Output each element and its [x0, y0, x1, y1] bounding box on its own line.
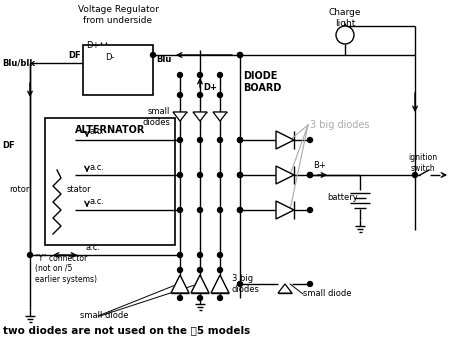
Text: B+: B+ [313, 161, 326, 169]
Polygon shape [213, 112, 227, 121]
Circle shape [238, 208, 243, 212]
Text: D-: D- [105, 54, 115, 62]
Bar [45, 118, 175, 245]
Text: small diode: small diode [80, 311, 129, 321]
Text: ignition
switch: ignition switch [409, 153, 437, 173]
Circle shape [217, 173, 222, 178]
Text: 3 big diodes: 3 big diodes [310, 120, 369, 130]
Circle shape [178, 252, 183, 257]
Text: a.c.: a.c. [85, 242, 100, 252]
Circle shape [178, 173, 183, 178]
Text: DF: DF [69, 50, 81, 59]
Circle shape [28, 252, 32, 257]
Circle shape [217, 137, 222, 143]
Circle shape [151, 53, 156, 58]
Text: DIODE
BOARD: DIODE BOARD [243, 71, 281, 93]
Text: battery: battery [327, 193, 358, 202]
Circle shape [198, 296, 202, 300]
Circle shape [308, 173, 313, 178]
Text: DF: DF [2, 140, 14, 149]
Circle shape [238, 53, 243, 58]
Text: D+: D+ [86, 41, 99, 49]
Circle shape [238, 173, 243, 178]
Circle shape [217, 252, 222, 257]
Circle shape [198, 252, 202, 257]
Circle shape [238, 208, 243, 212]
Circle shape [217, 92, 222, 98]
Circle shape [238, 53, 243, 58]
Circle shape [198, 92, 202, 98]
Circle shape [198, 73, 202, 77]
Circle shape [217, 267, 222, 272]
Text: Voltage Regulator
from underside: Voltage Regulator from underside [78, 5, 158, 25]
Text: D+: D+ [203, 83, 217, 91]
Text: a.c.: a.c. [90, 197, 105, 207]
Circle shape [198, 208, 202, 212]
Polygon shape [276, 166, 294, 184]
Circle shape [217, 73, 222, 77]
Circle shape [217, 296, 222, 300]
Circle shape [178, 92, 183, 98]
Text: 3 big
diodes: 3 big diodes [232, 274, 260, 294]
Text: Blu/blk: Blu/blk [2, 59, 35, 68]
Text: small diode: small diode [303, 290, 351, 298]
Polygon shape [276, 131, 294, 149]
Polygon shape [191, 275, 209, 293]
Text: a.c.: a.c. [90, 163, 105, 172]
Polygon shape [278, 284, 292, 293]
Bar [83, 45, 153, 95]
Circle shape [238, 282, 243, 286]
Text: rotor: rotor [9, 186, 30, 194]
Polygon shape [173, 112, 187, 121]
Text: two diodes are not used on the 5 models: two diodes are not used on the 5 models [3, 325, 250, 335]
Circle shape [238, 137, 243, 143]
Circle shape [178, 296, 183, 300]
Circle shape [198, 137, 202, 143]
Text: ALTERNATOR: ALTERNATOR [75, 125, 145, 135]
Polygon shape [211, 275, 229, 293]
Circle shape [178, 208, 183, 212]
Circle shape [178, 267, 183, 272]
Polygon shape [171, 275, 189, 293]
Text: Charge
light: Charge light [329, 8, 361, 28]
Polygon shape [193, 112, 207, 121]
Polygon shape [276, 201, 294, 219]
Circle shape [308, 282, 313, 286]
Text: Blu: Blu [156, 56, 171, 64]
Circle shape [336, 26, 354, 44]
Circle shape [178, 73, 183, 77]
Text: small
diodes: small diodes [142, 107, 170, 127]
Circle shape [413, 173, 418, 178]
Circle shape [308, 137, 313, 143]
Circle shape [238, 137, 243, 143]
Circle shape [198, 173, 202, 178]
Circle shape [198, 267, 202, 272]
Circle shape [308, 173, 313, 178]
Circle shape [238, 173, 243, 178]
Circle shape [178, 137, 183, 143]
Circle shape [308, 208, 313, 212]
Text: a.c.: a.c. [90, 128, 105, 136]
Circle shape [217, 208, 222, 212]
Text: stator: stator [67, 186, 92, 194]
Text: "Y" connector
(not on /5
earlier systems): "Y" connector (not on /5 earlier systems… [35, 254, 97, 284]
